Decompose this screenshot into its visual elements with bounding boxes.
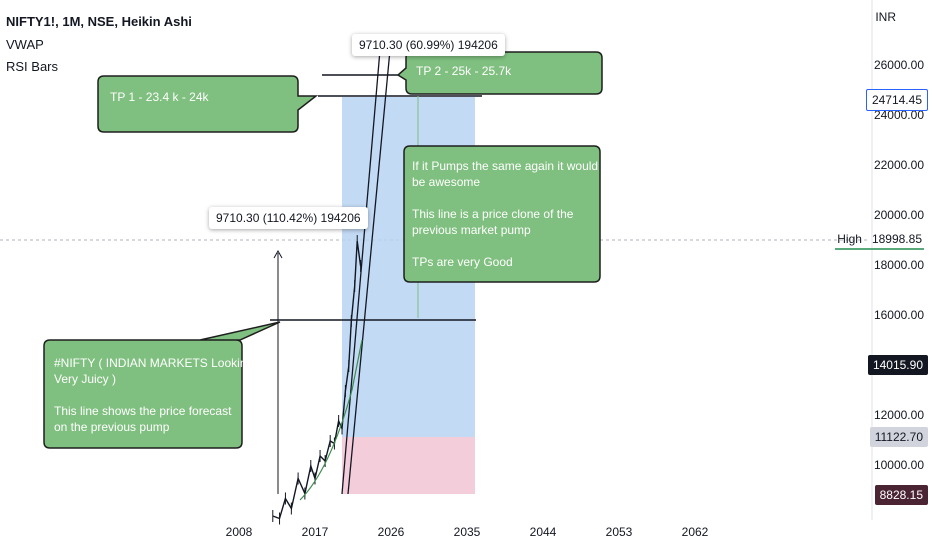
time-tick: 2062 bbox=[681, 525, 709, 539]
price-tick: 10000.00 bbox=[873, 458, 924, 472]
time-tick: 2008 bbox=[225, 525, 253, 539]
clone-line-1[interactable] bbox=[341, 49, 381, 495]
high-label: High bbox=[837, 232, 862, 246]
high-badge[interactable]: High 18998.85 bbox=[835, 230, 924, 250]
time-tick: 2017 bbox=[301, 525, 329, 539]
indicator-rsi-bars[interactable]: RSI Bars bbox=[6, 59, 59, 74]
currency-label: INR bbox=[875, 10, 896, 24]
indicator-vwap[interactable]: VWAP bbox=[6, 37, 44, 52]
price-tick: 22000.00 bbox=[873, 158, 924, 172]
high-value: 18998.85 bbox=[871, 232, 922, 246]
price-tick: 18000.00 bbox=[873, 258, 924, 272]
price-tick: 12000.00 bbox=[873, 408, 924, 422]
time-tick: 2053 bbox=[605, 525, 633, 539]
loss-zone[interactable] bbox=[342, 437, 475, 494]
tp1-callout[interactable] bbox=[97, 75, 319, 133]
price-tick: 26000.00 bbox=[873, 58, 924, 72]
measure-label-left[interactable]: 9710.30 (110.42%) 194206 bbox=[209, 207, 368, 229]
last-price-badge[interactable]: 14015.90 bbox=[867, 355, 928, 375]
price-tick: 20000.00 bbox=[873, 208, 924, 222]
tp1-text: TP 1 - 23.4 k - 24k bbox=[110, 90, 209, 104]
measure-label-top[interactable]: 9710.30 (60.99%) 194206 bbox=[352, 34, 505, 56]
price-tick: 24000.00 bbox=[873, 108, 924, 122]
level-upper-badge[interactable]: 11122.70 bbox=[869, 427, 928, 447]
left-note-text: #NIFTY ( INDIAN MARKETS Looking Very Jui… bbox=[54, 356, 254, 434]
time-tick: 2026 bbox=[377, 525, 405, 539]
price-tick: 16000.00 bbox=[873, 308, 924, 322]
price-line[interactable] bbox=[272, 240, 362, 520]
left-note-callout[interactable] bbox=[43, 321, 281, 449]
right-note-text: If it Pumps the same again it would be a… bbox=[412, 159, 599, 269]
measure-left-arrowhead bbox=[273, 249, 283, 259]
symbol-title[interactable]: NIFTY1!, 1M, NSE, Heikin Ashi bbox=[6, 14, 192, 29]
tp2-text: TP 2 - 25k - 25.7k bbox=[416, 64, 512, 78]
clone-line-2[interactable] bbox=[347, 49, 391, 495]
vwap-line[interactable] bbox=[299, 339, 363, 501]
time-tick: 2035 bbox=[453, 525, 481, 539]
price-series[interactable] bbox=[272, 235, 362, 525]
right-note-callout[interactable] bbox=[403, 145, 601, 283]
tp-level-badge[interactable]: 24714.45 bbox=[865, 89, 928, 111]
level-lower-badge[interactable]: 8828.15 bbox=[874, 485, 928, 505]
tp2-callout[interactable] bbox=[396, 51, 603, 95]
time-tick: 2044 bbox=[529, 525, 557, 539]
